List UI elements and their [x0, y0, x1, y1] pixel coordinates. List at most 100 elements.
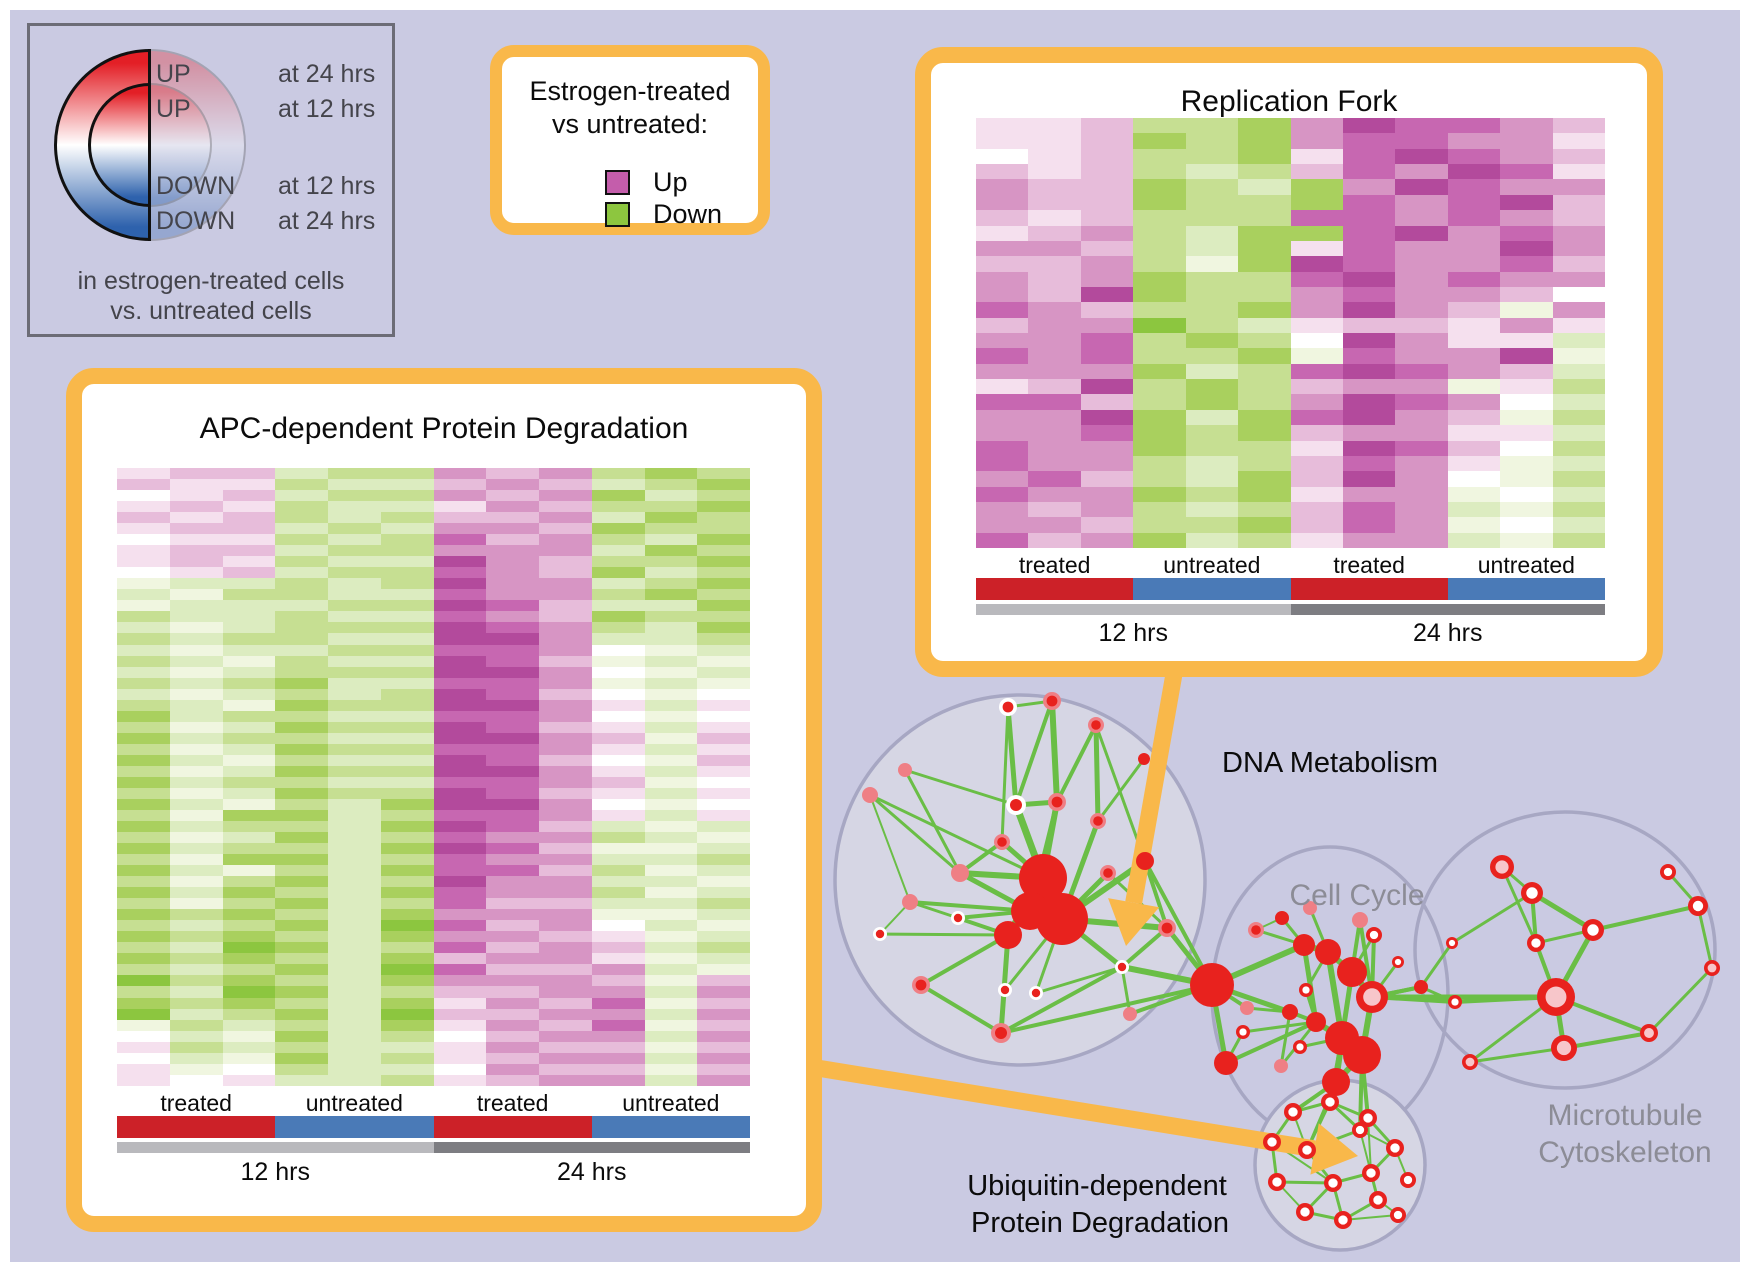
heatmap-cell: [1080, 210, 1134, 226]
heatmap-cell: [169, 479, 223, 491]
heatmap-cell: [539, 1008, 592, 1020]
heatmap-cell: [275, 964, 328, 976]
heatmap-cell: [433, 865, 487, 877]
heatmap-cell: [169, 468, 223, 480]
network-edge: [1647, 966, 1714, 1035]
heatmap-cell: [1290, 379, 1343, 395]
heatmap-cell: [591, 732, 645, 744]
heatmap-cell: [1342, 471, 1396, 487]
heatmap-cell: [117, 655, 170, 667]
heatmap-cell: [117, 953, 170, 965]
heatmap-cell: [539, 732, 592, 744]
heatmap-cell: [433, 644, 487, 656]
network-node-center: [1103, 868, 1113, 878]
heatmap-cell: [1342, 455, 1396, 472]
heatmap-cell: [1552, 333, 1606, 349]
network-edge: [999, 983, 1214, 1035]
heatmap-cell: [117, 787, 170, 799]
heatmap-cell: [433, 787, 487, 799]
heatmap-row: [976, 333, 1606, 349]
heatmap-cell: [380, 644, 434, 656]
heatmap-cell: [117, 887, 170, 899]
heatmap-cell: [433, 600, 487, 612]
heatmap-cell: [433, 953, 487, 965]
heatmap-cell: [275, 876, 328, 888]
heatmap-cell: [433, 765, 487, 777]
heatmap-cell: [1290, 348, 1343, 364]
heatmap-cell: [539, 578, 592, 590]
heatmap-row: [117, 479, 750, 491]
heatmap-cell: [222, 1063, 276, 1075]
heatmap-cell: [1395, 118, 1448, 134]
heatmap-cell: [433, 468, 487, 480]
heatmap-cell: [644, 887, 698, 899]
heatmap-cell: [697, 821, 750, 833]
network-node: [862, 787, 878, 803]
heatmap-cell: [539, 776, 592, 788]
heatmap-cell: [433, 523, 487, 535]
heatmap-cell: [539, 942, 592, 954]
network-node: [1293, 934, 1315, 956]
cluster-label: Cytoskeleton: [1538, 1136, 1711, 1169]
heatmap-cell: [644, 699, 698, 711]
heatmap-cell: [169, 964, 223, 976]
heatmap-cell: [169, 556, 223, 568]
heatmap-cell: [169, 920, 223, 932]
heatmap-cell: [486, 832, 539, 844]
link-arrow-head: [1310, 1123, 1358, 1175]
time-label: at 12 hrs: [278, 95, 376, 123]
heatmap-cell: [591, 776, 645, 788]
heatmap-cell: [169, 644, 223, 656]
network-node-center: [995, 1027, 1007, 1039]
heatmap-cell: [1552, 501, 1606, 518]
heatmap-cell: [1500, 271, 1553, 287]
heatmap-cell: [433, 556, 487, 568]
network-edge: [1468, 1046, 1566, 1064]
heatmap-cell: [697, 589, 750, 601]
heatmap-cell: [275, 589, 328, 601]
network-node-center: [1251, 925, 1261, 935]
network-node-center: [1002, 701, 1014, 713]
heatmap-cell: [1342, 256, 1396, 272]
heatmap-cell: [328, 854, 381, 866]
heatmap-cell: [644, 1019, 698, 1031]
heatmap-cell: [486, 710, 539, 722]
network-edge: [1093, 722, 1101, 824]
legend-row: UP at 12 hrs: [156, 95, 375, 123]
estrogen-legend-box: Estrogen-treated vs untreated: Up Down: [490, 45, 770, 235]
heatmap-cell: [1080, 348, 1134, 364]
heatmap-cell: [644, 953, 698, 965]
heatmap-cell: [117, 809, 170, 821]
heatmap-cell: [697, 964, 750, 976]
heatmap-cell: [1290, 194, 1343, 211]
heatmap-cell: [275, 479, 328, 491]
heatmap-cell: [1185, 271, 1239, 287]
heatmap-cell: [644, 523, 698, 535]
heatmap-cell: [222, 1019, 276, 1031]
heatmap-cell: [222, 556, 276, 568]
heatmap-cell: [486, 854, 539, 866]
heatmap-cell: [1447, 486, 1501, 502]
heatmap-cell: [591, 644, 645, 656]
heatmap-cell: [1552, 194, 1606, 211]
heatmap-cell: [486, 986, 539, 998]
heatmap-cell: [976, 409, 1029, 426]
heatmap-cell: [1238, 133, 1291, 149]
heatmap-cell: [169, 909, 223, 921]
network-node-center: [1325, 1097, 1335, 1107]
heatmap-cell: [1447, 240, 1501, 257]
heatmap-cell: [380, 743, 434, 755]
heatmap-cell: [697, 699, 750, 711]
heatmap-cell: [1395, 225, 1448, 241]
link-arrow-head: [1108, 898, 1160, 946]
heatmap-cell: [328, 622, 381, 634]
heatmap-cell: [1447, 148, 1501, 165]
heatmap-cell: [486, 821, 539, 833]
heatmap-cell: [1552, 317, 1606, 334]
heatmap-cell: [433, 479, 487, 491]
heatmap-cell: [1290, 148, 1343, 165]
heatmap-cell: [328, 997, 381, 1009]
heatmap-cell: [222, 710, 276, 722]
heatmap-cell: [328, 501, 381, 513]
